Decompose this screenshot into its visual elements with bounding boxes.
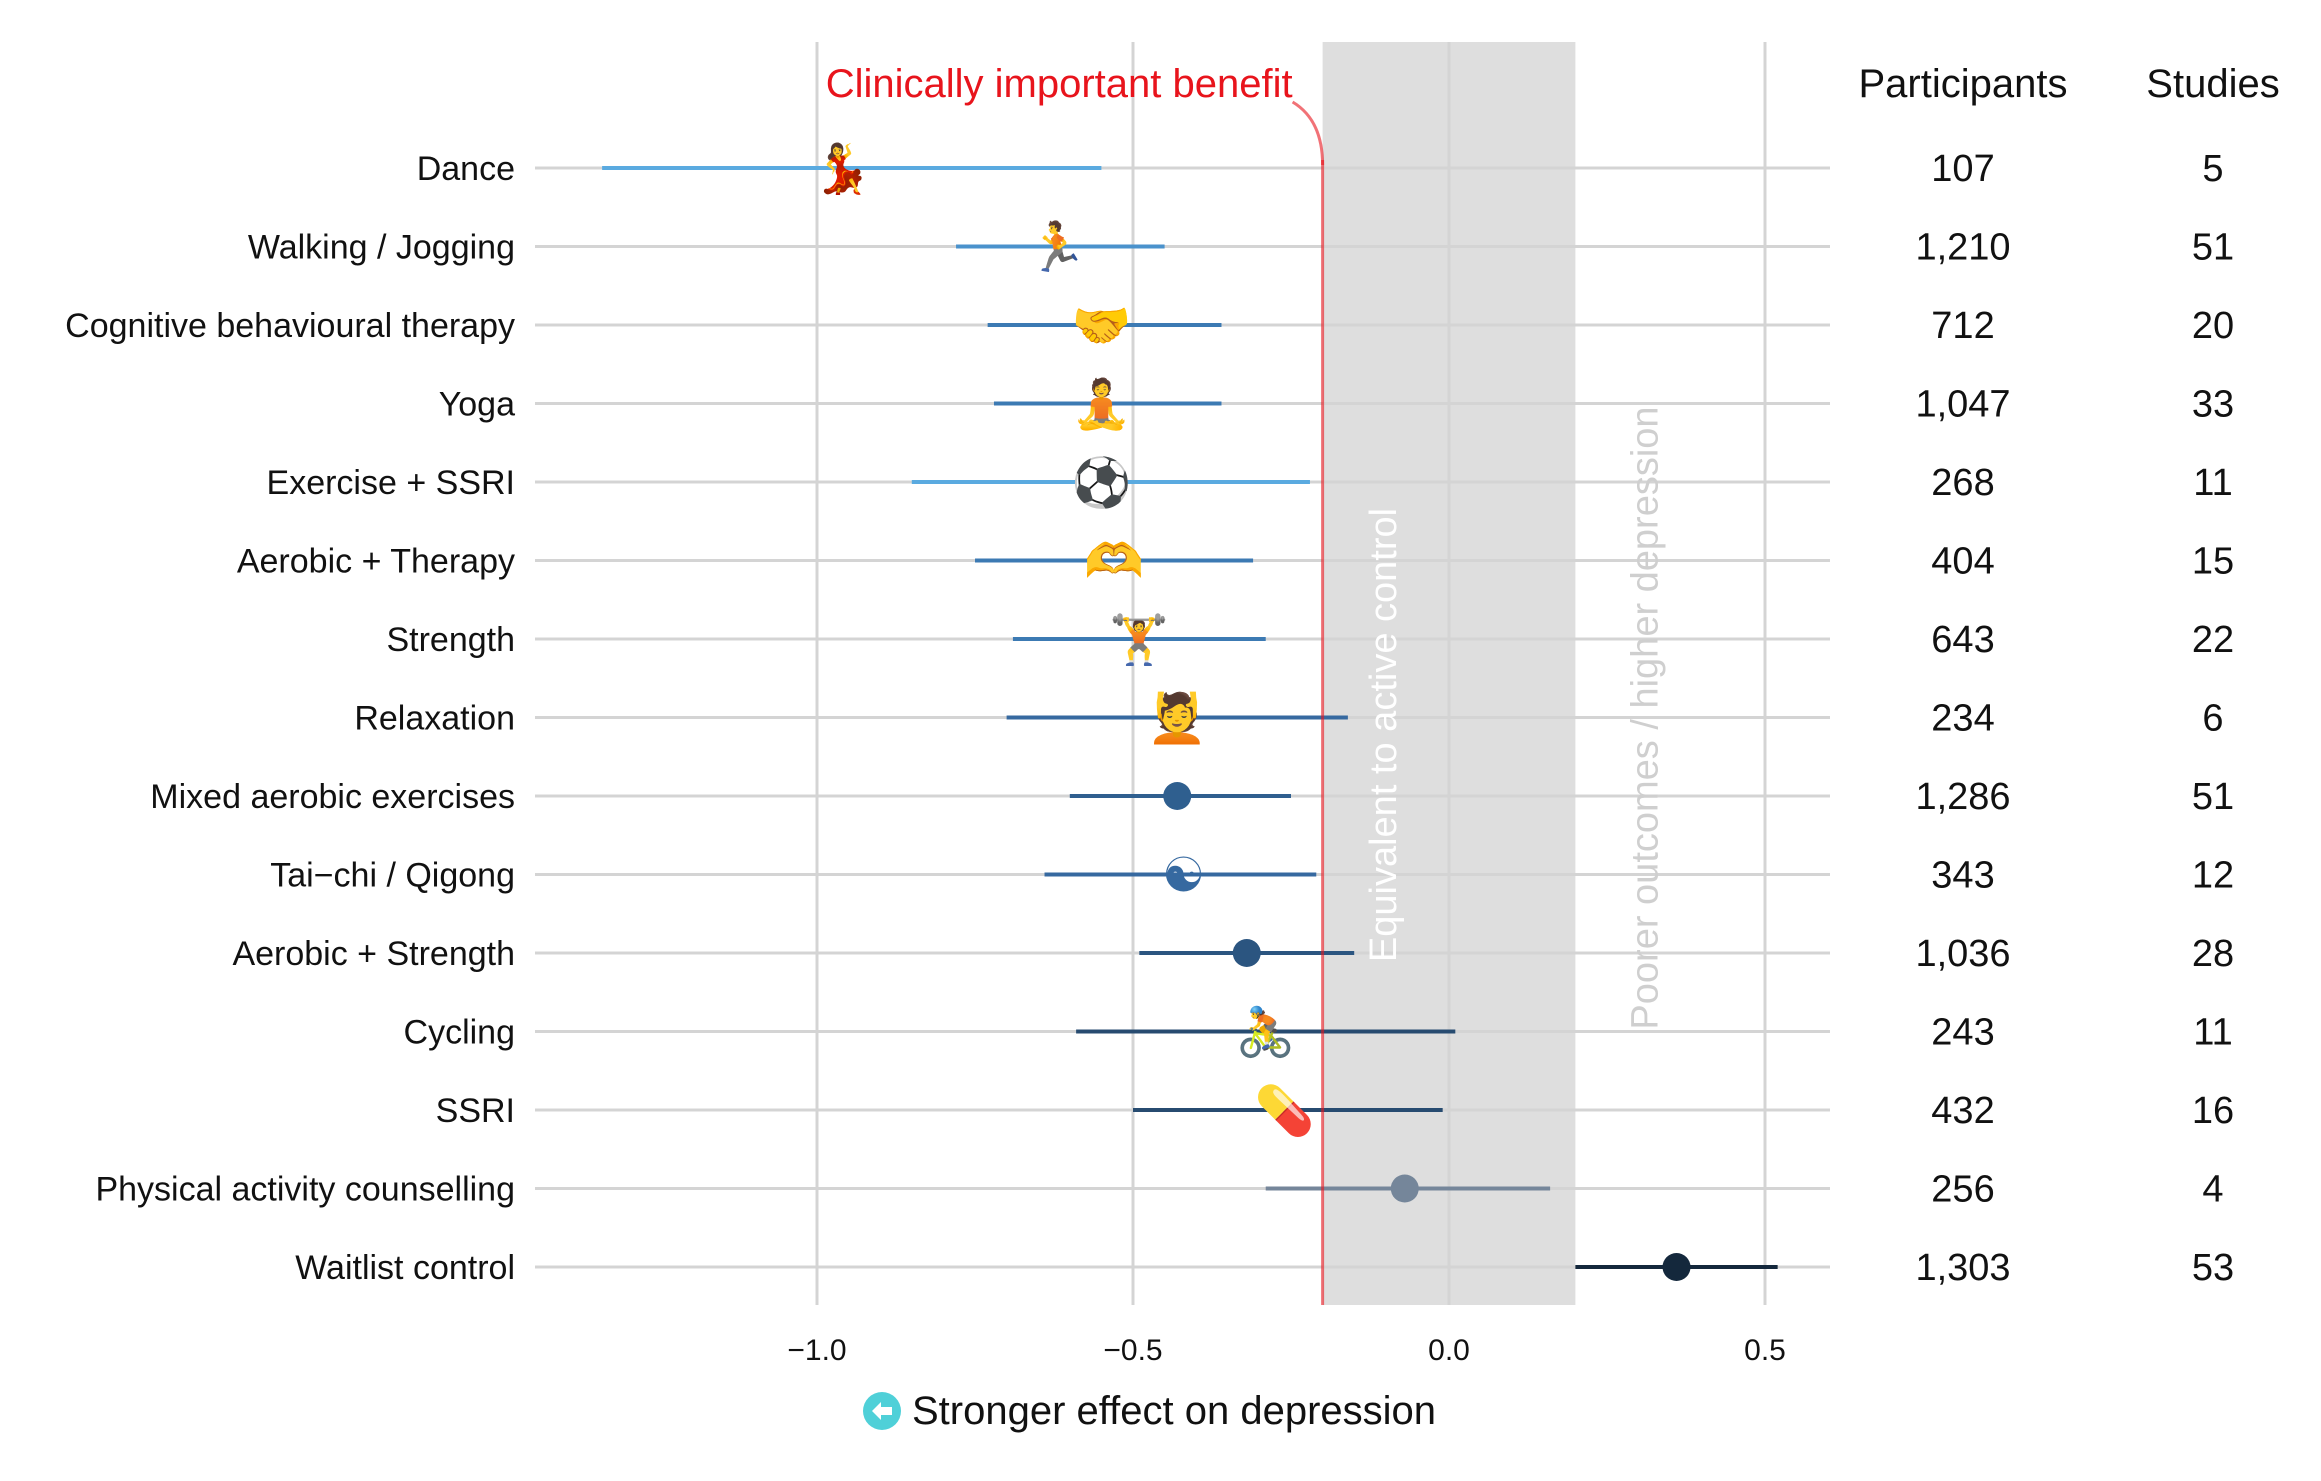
row-label: Yoga [439,386,515,424]
studies-value: 6 [2202,698,2223,740]
studies-value: 51 [2192,776,2234,818]
dance-icon: 💃 [812,141,872,197]
studies-value: 15 [2192,541,2234,583]
studies-header: Studies [2146,62,2279,106]
runner-icon: 🏃 [1027,220,1087,276]
arrow-glyph [872,1402,892,1420]
row-label: Physical activity counselling [95,1171,515,1209]
yin-yang-icon: ☯ [1162,848,1205,904]
studies-value: 12 [2192,855,2234,897]
studies-value: 11 [2193,462,2232,504]
row-label: Walking / Jogging [248,229,515,267]
participants-value: 1,210 [1915,227,2010,269]
rows-layer: 💃 🏃 🤝 🧘 ⚽ 🫶 🏋 💆 ☯ 🚴 💊 [602,141,1778,1281]
studies-value: 4 [2202,1169,2223,1211]
row-label: Exercise + SSRI [267,464,515,502]
massage-icon: 💆 [1147,690,1207,747]
studies-value: 11 [2193,1012,2232,1054]
mcid-label: Clinically important benefit [826,62,1293,106]
handshake-icon: 🤝 [1072,298,1132,354]
row-label: Aerobic + Strength [232,935,515,973]
studies-value: 20 [2192,305,2234,347]
studies-value: 28 [2192,933,2234,975]
point-estimate [1390,1174,1419,1203]
row-label: Dance [417,150,515,188]
row-label: Aerobic + Therapy [237,543,515,581]
yoga-icon: 🧘 [1072,377,1132,433]
participants-value: 712 [1931,305,1994,347]
row-label: SSRI [436,1092,515,1130]
row-label: Cycling [404,1014,515,1052]
row-label: Relaxation [354,700,515,738]
heart-hands-icon: 🫶 [1084,534,1144,590]
point-estimate [1662,1253,1691,1281]
participants-value: 1,036 [1915,933,2010,975]
participants-value: 1,286 [1915,776,2010,818]
participants-value: 1,303 [1915,1247,2010,1289]
x-tick-label: −0.5 [1103,1334,1162,1367]
point-estimate [1232,939,1261,967]
x-tick-label: 0.5 [1744,1334,1786,1367]
row-label: Cognitive behavioural therapy [65,307,515,345]
x-tick-label: −1.0 [787,1334,846,1367]
studies-value: 51 [2192,227,2234,269]
x-axis-title: Stronger effect on depression [912,1389,1436,1433]
studies-value: 53 [2192,1247,2234,1289]
studies-value: 16 [2192,1090,2234,1132]
poorer-outcomes-label: Poorer outcomes / higher depression [1625,406,1667,1029]
weightlifter-icon: 🏋 [1109,612,1169,668]
ball-and-pill-icon: ⚽ [1070,455,1132,511]
x-tick-label: 0.0 [1428,1334,1470,1367]
participants-value: 107 [1931,148,1994,190]
point-estimate [1163,782,1192,810]
mcid-connector [1291,100,1325,166]
participants-header: Participants [1859,62,2068,106]
participants-value: 643 [1931,619,1994,661]
row-label: Mixed aerobic exercises [150,778,515,816]
studies-value: 5 [2202,148,2223,190]
x-axis: −1.0 −0.5 0.0 0.5 Stronger effect on depress… [787,1334,1785,1433]
participants-value: 1,047 [1915,384,2010,426]
cyclist-icon: 🚴 [1236,1005,1296,1061]
participants-value: 343 [1931,855,1994,897]
row-label: Tai−chi / Qigong [270,857,515,895]
studies-value: 22 [2192,619,2234,661]
labels-layer: Dance 107 5 Walking / Jogging 1,210 51 Cogniti… [65,62,2280,1289]
studies-value: 33 [2192,384,2234,426]
participants-value: 404 [1931,541,1994,583]
equivalence-label: Equivalent to active control [1363,508,1405,962]
row-label: Waitlist control [295,1249,515,1287]
participants-value: 268 [1931,462,1994,504]
mcid-layer: Clinically important benefit [826,62,1325,1305]
participants-value: 234 [1931,698,1994,740]
participants-value: 432 [1931,1090,1994,1132]
pill-icon: 💊 [1255,1082,1315,1139]
participants-value: 256 [1931,1169,1994,1211]
row-label: Strength [386,621,515,659]
participants-value: 243 [1931,1012,1994,1054]
